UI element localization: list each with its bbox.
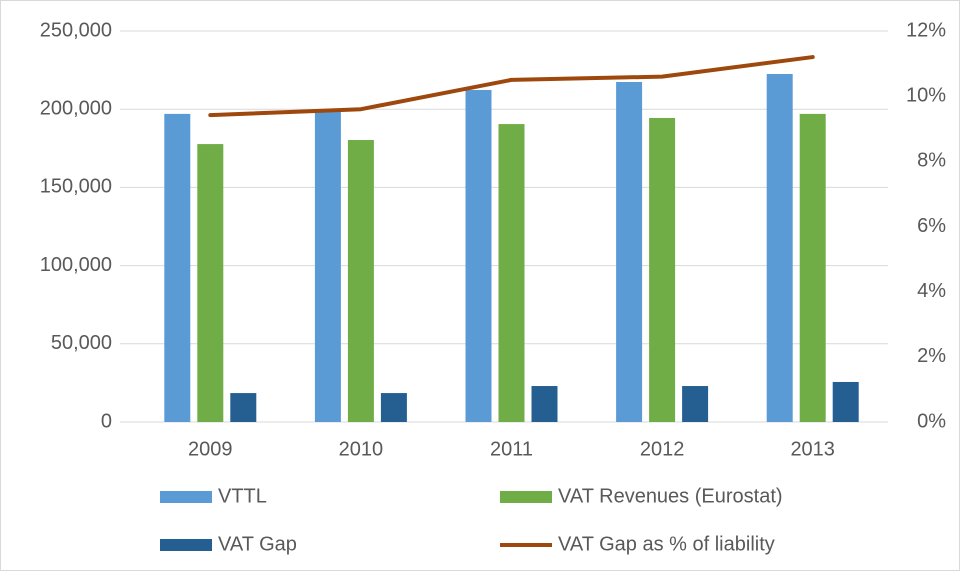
y2-tick-label: 0% (917, 410, 946, 432)
y2-tick-label: 2% (917, 345, 946, 367)
bar (380, 393, 407, 422)
bar (465, 89, 492, 422)
x-tick-label: 2009 (188, 438, 233, 460)
y2-tick-label: 4% (917, 280, 946, 302)
bar (799, 113, 826, 422)
bar (682, 386, 709, 422)
x-tick-label: 2012 (640, 438, 685, 460)
bar (197, 144, 224, 422)
y-tick-label: 50,000 (51, 332, 112, 354)
legend-label: VAT Gap (218, 533, 297, 555)
legend-swatch (160, 491, 212, 503)
y-tick-label: 150,000 (40, 176, 112, 198)
y2-tick-label: 6% (917, 215, 946, 237)
legend-label: VAT Revenues (Eurostat) (558, 485, 783, 507)
bar (832, 381, 859, 422)
line-series (208, 55, 815, 118)
y-tick-label: 0 (101, 410, 112, 432)
bar (498, 124, 525, 423)
bar (314, 112, 341, 422)
bar (230, 393, 257, 422)
bar (531, 386, 558, 422)
legend-swatch (500, 491, 552, 503)
bar (766, 74, 793, 422)
bar (347, 140, 374, 422)
bar (649, 117, 676, 422)
y-tick-label: 100,000 (40, 254, 112, 276)
y-tick-label: 250,000 (40, 19, 112, 41)
x-tick-label: 2013 (790, 438, 835, 460)
y-tick-label: 200,000 (40, 97, 112, 119)
legend-label: VAT Gap as % of liability (558, 533, 775, 555)
bar (164, 113, 191, 422)
bar (616, 81, 643, 423)
y2-tick-label: 12% (906, 19, 946, 41)
legend-swatch (160, 539, 212, 551)
x-tick-label: 2010 (339, 438, 384, 460)
y2-tick-label: 10% (906, 84, 946, 106)
legend-label: VTTL (218, 485, 267, 507)
y2-tick-label: 8% (917, 150, 946, 172)
x-tick-label: 2011 (490, 438, 533, 460)
